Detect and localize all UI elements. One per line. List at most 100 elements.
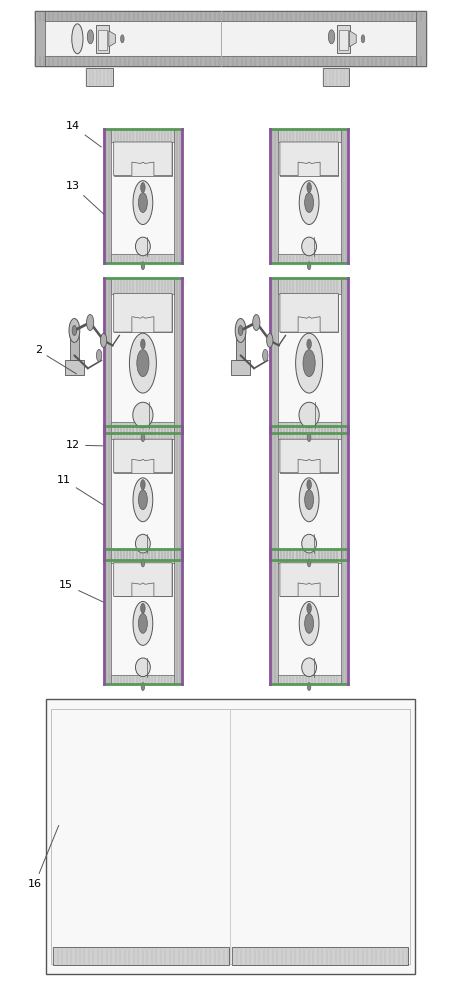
Bar xyxy=(340,129,348,263)
Bar xyxy=(111,129,174,142)
Text: 15: 15 xyxy=(59,580,103,602)
Bar xyxy=(53,947,228,965)
Bar xyxy=(269,426,277,560)
Bar xyxy=(269,278,348,433)
Text: 14: 14 xyxy=(66,121,101,147)
Bar xyxy=(277,551,340,560)
Ellipse shape xyxy=(72,24,83,54)
Bar xyxy=(340,426,348,560)
Ellipse shape xyxy=(301,237,316,256)
Bar xyxy=(103,278,111,433)
Circle shape xyxy=(140,339,145,349)
Polygon shape xyxy=(279,142,337,176)
Circle shape xyxy=(100,333,106,347)
Bar xyxy=(111,563,174,675)
Bar xyxy=(35,11,425,66)
Bar xyxy=(35,11,425,21)
Bar xyxy=(277,426,340,439)
Circle shape xyxy=(133,478,152,522)
Circle shape xyxy=(295,333,322,393)
Bar xyxy=(269,549,348,684)
Bar xyxy=(114,439,172,473)
Circle shape xyxy=(304,193,313,212)
Polygon shape xyxy=(114,294,172,332)
Circle shape xyxy=(87,30,93,44)
Bar xyxy=(322,68,349,86)
Bar xyxy=(103,426,182,560)
Circle shape xyxy=(140,182,145,192)
Bar xyxy=(340,278,348,433)
Bar xyxy=(96,25,109,53)
Circle shape xyxy=(137,350,149,377)
Text: 11: 11 xyxy=(57,475,103,505)
Bar xyxy=(415,11,425,66)
Bar xyxy=(174,278,182,433)
Bar xyxy=(269,129,348,263)
Bar xyxy=(51,709,409,964)
Bar xyxy=(111,675,174,684)
Bar xyxy=(111,551,174,560)
Bar xyxy=(269,278,277,433)
Circle shape xyxy=(252,315,259,330)
Bar xyxy=(103,426,111,560)
Circle shape xyxy=(360,35,364,43)
Bar xyxy=(340,549,348,684)
Circle shape xyxy=(307,559,310,567)
Circle shape xyxy=(140,603,145,613)
Circle shape xyxy=(129,333,156,393)
Polygon shape xyxy=(279,439,337,473)
Bar xyxy=(232,947,407,965)
Bar xyxy=(279,142,337,176)
Bar xyxy=(114,563,172,596)
Bar xyxy=(64,360,84,375)
Circle shape xyxy=(141,262,144,270)
Circle shape xyxy=(141,683,144,691)
Bar xyxy=(111,439,174,551)
Polygon shape xyxy=(109,31,115,47)
Bar xyxy=(111,294,174,422)
Bar xyxy=(103,129,182,263)
Ellipse shape xyxy=(133,402,152,428)
Polygon shape xyxy=(279,294,337,332)
Bar xyxy=(279,439,337,473)
Text: 13: 13 xyxy=(66,181,104,214)
Text: 16: 16 xyxy=(28,825,59,889)
Circle shape xyxy=(120,35,124,43)
Circle shape xyxy=(327,30,334,44)
Bar xyxy=(269,129,277,263)
Bar xyxy=(277,254,340,263)
Bar xyxy=(111,142,174,254)
Bar xyxy=(277,675,340,684)
Bar xyxy=(111,426,174,439)
Text: 12: 12 xyxy=(66,440,103,450)
Polygon shape xyxy=(114,439,172,473)
Circle shape xyxy=(238,325,242,335)
Bar xyxy=(338,30,347,50)
Circle shape xyxy=(72,325,77,335)
Bar xyxy=(111,549,174,563)
Bar xyxy=(97,30,106,50)
Circle shape xyxy=(306,339,311,349)
Circle shape xyxy=(140,480,145,490)
Polygon shape xyxy=(114,142,172,176)
Circle shape xyxy=(307,683,310,691)
Bar xyxy=(277,129,340,142)
Circle shape xyxy=(86,315,93,330)
Bar xyxy=(174,129,182,263)
Bar xyxy=(35,56,425,66)
Circle shape xyxy=(133,601,152,645)
Bar xyxy=(114,294,172,332)
Circle shape xyxy=(262,349,267,361)
Bar xyxy=(269,426,348,560)
Circle shape xyxy=(299,601,318,645)
Bar xyxy=(277,142,340,254)
Text: 2: 2 xyxy=(35,345,76,374)
Bar xyxy=(269,549,277,684)
Circle shape xyxy=(306,182,311,192)
Ellipse shape xyxy=(135,658,150,677)
Circle shape xyxy=(133,181,152,225)
Bar xyxy=(111,254,174,263)
Bar xyxy=(277,294,340,422)
Bar xyxy=(277,422,340,433)
Bar xyxy=(103,549,182,684)
